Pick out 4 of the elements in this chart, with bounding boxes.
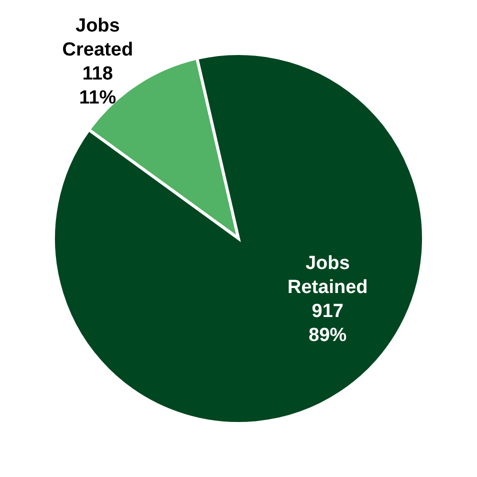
slice-label: Jobs Created bbox=[62, 16, 134, 61]
data-label: 917 89% bbox=[308, 301, 347, 346]
slice-label: Jobs Retained bbox=[288, 253, 368, 298]
data-label: 118 11% bbox=[79, 64, 116, 109]
